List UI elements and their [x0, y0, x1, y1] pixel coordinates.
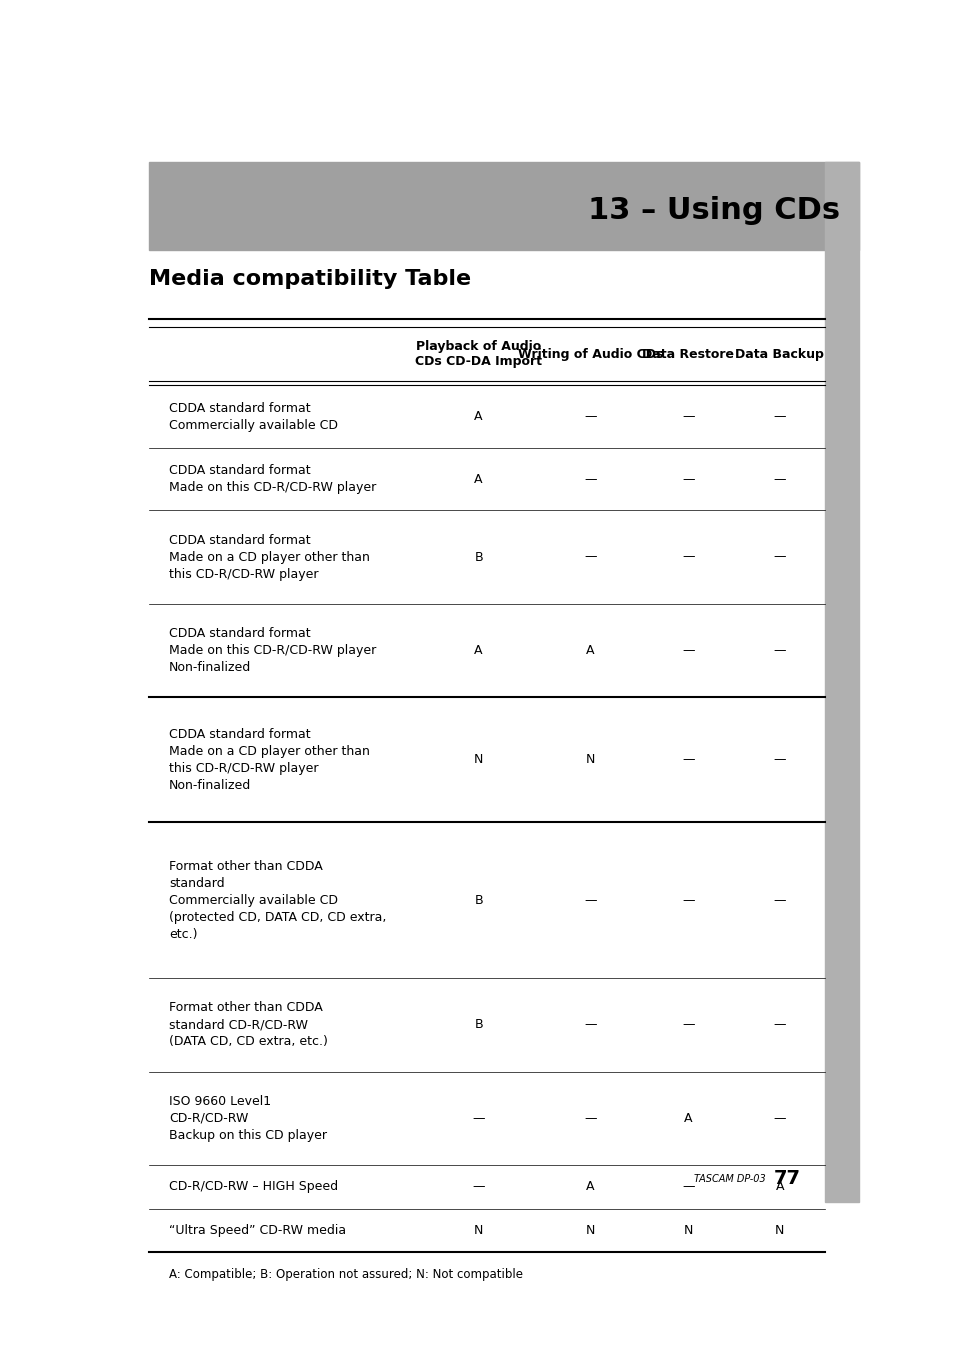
Text: —: — — [773, 472, 785, 486]
Text: CDDA standard format
Made on a CD player other than
this CD-R/CD-RW player
Non-f: CDDA standard format Made on a CD player… — [169, 728, 370, 791]
Text: —: — — [583, 410, 596, 423]
Text: TASCAM DP-03: TASCAM DP-03 — [694, 1173, 765, 1184]
Text: —: — — [583, 1112, 596, 1125]
Text: Format other than CDDA
standard CD-R/CD-RW
(DATA CD, CD extra, etc.): Format other than CDDA standard CD-R/CD-… — [169, 1002, 328, 1049]
Text: —: — — [472, 1180, 484, 1193]
Text: 77: 77 — [773, 1169, 800, 1188]
Text: Data Backup: Data Backup — [735, 348, 823, 360]
Text: N: N — [474, 753, 483, 767]
Text: —: — — [681, 644, 694, 657]
Text: N: N — [474, 1224, 483, 1237]
Text: A: Compatible; B: Operation not assured; N: Not compatible: A: Compatible; B: Operation not assured;… — [169, 1268, 522, 1281]
Bar — [824, 162, 858, 1202]
Text: —: — — [583, 472, 596, 486]
Text: —: — — [773, 753, 785, 767]
Text: Playback of Audio
CDs CD-DA Import: Playback of Audio CDs CD-DA Import — [415, 340, 541, 369]
Text: —: — — [681, 410, 694, 423]
Text: Media compatibility Table: Media compatibility Table — [149, 269, 471, 289]
Text: —: — — [773, 1112, 785, 1125]
Text: “Ultra Speed” CD-RW media: “Ultra Speed” CD-RW media — [169, 1224, 346, 1237]
Text: ISO 9660 Level1
CD-R/CD-RW
Backup on this CD player: ISO 9660 Level1 CD-R/CD-RW Backup on thi… — [169, 1095, 327, 1142]
Text: —: — — [681, 894, 694, 907]
Text: A: A — [585, 1180, 594, 1193]
Bar — [149, 162, 858, 250]
Text: B: B — [474, 551, 482, 563]
Text: —: — — [681, 1018, 694, 1031]
Text: A: A — [775, 1180, 783, 1193]
Text: N: N — [585, 1224, 595, 1237]
Text: A: A — [683, 1112, 692, 1125]
Text: —: — — [681, 472, 694, 486]
Text: 13 – Using CDs: 13 – Using CDs — [587, 196, 840, 225]
Text: CD-R/CD-RW – HIGH Speed: CD-R/CD-RW – HIGH Speed — [169, 1180, 338, 1193]
Text: —: — — [773, 644, 785, 657]
Text: N: N — [585, 753, 595, 767]
Text: —: — — [583, 551, 596, 563]
Text: A: A — [474, 410, 482, 423]
Text: —: — — [773, 894, 785, 907]
Text: —: — — [472, 1112, 484, 1125]
Text: Data Restore: Data Restore — [641, 348, 734, 360]
Text: —: — — [583, 894, 596, 907]
Text: CDDA standard format
Made on a CD player other than
this CD-R/CD-RW player: CDDA standard format Made on a CD player… — [169, 533, 370, 580]
Text: CDDA standard format
Made on this CD-R/CD-RW player
Non-finalized: CDDA standard format Made on this CD-R/C… — [169, 626, 376, 674]
Text: —: — — [681, 753, 694, 767]
Text: B: B — [474, 894, 482, 907]
Text: CDDA standard format
Commercially available CD: CDDA standard format Commercially availa… — [169, 402, 337, 432]
Text: A: A — [474, 644, 482, 657]
Text: CDDA standard format
Made on this CD-R/CD-RW player: CDDA standard format Made on this CD-R/C… — [169, 464, 376, 494]
Text: A: A — [585, 644, 594, 657]
Text: —: — — [583, 1018, 596, 1031]
Text: B: B — [474, 1018, 482, 1031]
Text: —: — — [681, 1180, 694, 1193]
Text: Format other than CDDA
standard
Commercially available CD
(protected CD, DATA CD: Format other than CDDA standard Commerci… — [169, 860, 386, 941]
Text: A: A — [474, 472, 482, 486]
Text: —: — — [773, 1018, 785, 1031]
Text: —: — — [773, 551, 785, 563]
Text: N: N — [683, 1224, 692, 1237]
Text: Writing of Audio CDs: Writing of Audio CDs — [517, 348, 662, 360]
Text: —: — — [681, 551, 694, 563]
Text: —: — — [773, 410, 785, 423]
Text: N: N — [774, 1224, 783, 1237]
